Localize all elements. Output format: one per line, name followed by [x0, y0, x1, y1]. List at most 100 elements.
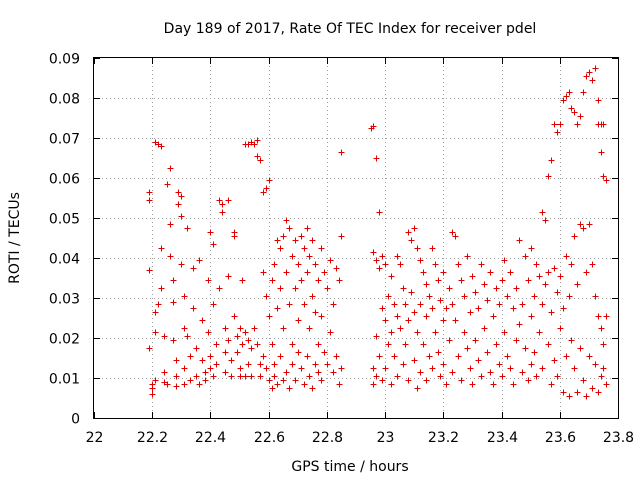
data-point	[437, 297, 444, 304]
y-tick-label: 0.09	[49, 52, 80, 68]
data-point	[595, 313, 602, 320]
x-tick-label: 23.8	[603, 430, 634, 446]
data-point	[414, 329, 421, 336]
data-point	[301, 301, 308, 308]
data-point	[370, 123, 377, 130]
data-point	[242, 373, 249, 380]
data-point	[379, 377, 386, 384]
data-point	[170, 337, 177, 344]
data-point	[595, 389, 602, 396]
data-point	[149, 391, 156, 398]
data-point	[440, 361, 447, 368]
data-point	[583, 73, 590, 80]
data-point	[394, 313, 401, 320]
data-point	[397, 325, 404, 332]
data-point	[600, 341, 607, 348]
data-point	[181, 381, 188, 388]
data-point	[586, 69, 593, 76]
data-point	[178, 261, 185, 268]
data-point	[513, 285, 520, 292]
data-point	[464, 253, 471, 260]
data-point	[312, 261, 319, 268]
data-point	[228, 357, 235, 364]
data-point	[560, 97, 567, 104]
data-point	[437, 373, 444, 380]
data-point	[548, 309, 555, 316]
data-point	[507, 269, 514, 276]
data-point	[373, 333, 380, 340]
data-point	[551, 265, 558, 272]
data-point	[571, 233, 578, 240]
data-point	[388, 381, 395, 388]
data-point	[263, 365, 270, 372]
data-point	[295, 261, 302, 268]
data-point	[420, 341, 427, 348]
data-point	[586, 221, 593, 228]
data-point	[394, 373, 401, 380]
data-point	[452, 317, 459, 324]
data-point	[429, 305, 436, 312]
data-point	[187, 353, 194, 360]
data-point	[528, 245, 535, 252]
data-point	[446, 285, 453, 292]
data-point	[592, 293, 599, 300]
data-point	[449, 229, 456, 236]
data-point	[600, 365, 607, 372]
data-point	[152, 329, 159, 336]
data-point	[528, 313, 535, 320]
data-point	[269, 277, 276, 284]
data-point	[382, 261, 389, 268]
data-point	[271, 361, 278, 368]
data-point	[292, 237, 299, 244]
data-point	[577, 221, 584, 228]
data-point	[370, 249, 377, 256]
data-point	[274, 305, 281, 312]
y-tick-label: 0.07	[49, 132, 80, 148]
data-point	[260, 269, 267, 276]
data-point	[173, 357, 180, 364]
data-point	[248, 345, 255, 352]
data-point	[595, 97, 602, 104]
x-axis-title: GPS time / hours	[291, 459, 408, 475]
data-point	[411, 357, 418, 364]
data-point	[167, 253, 174, 260]
data-point	[286, 301, 293, 308]
data-point	[548, 381, 555, 388]
data-point	[207, 353, 214, 360]
data-point	[481, 325, 488, 332]
data-point	[531, 293, 538, 300]
data-point	[397, 261, 404, 268]
data-point	[507, 365, 514, 372]
data-point	[170, 299, 177, 306]
data-point	[173, 383, 180, 390]
data-point	[196, 257, 203, 264]
data-point	[292, 285, 299, 292]
data-point	[306, 253, 313, 260]
data-point	[519, 369, 526, 376]
data-point	[283, 269, 290, 276]
y-tick-label: 0.08	[49, 92, 80, 108]
data-point	[266, 313, 273, 320]
data-point	[536, 329, 543, 336]
data-point	[336, 381, 343, 388]
plot-frame	[93, 57, 619, 419]
data-point	[461, 293, 468, 300]
data-point	[504, 293, 511, 300]
data-point	[501, 329, 508, 336]
data-point	[289, 361, 296, 368]
data-point	[301, 381, 308, 388]
data-point	[228, 373, 235, 380]
data-point	[417, 369, 424, 376]
data-point	[254, 137, 261, 144]
data-point	[251, 141, 258, 148]
data-point	[234, 349, 241, 356]
data-point	[539, 301, 546, 308]
data-point	[213, 361, 220, 368]
data-point	[269, 341, 276, 348]
data-point	[385, 341, 392, 348]
data-point	[405, 377, 412, 384]
data-point	[184, 333, 191, 340]
data-point	[373, 373, 380, 380]
data-point	[382, 365, 389, 372]
